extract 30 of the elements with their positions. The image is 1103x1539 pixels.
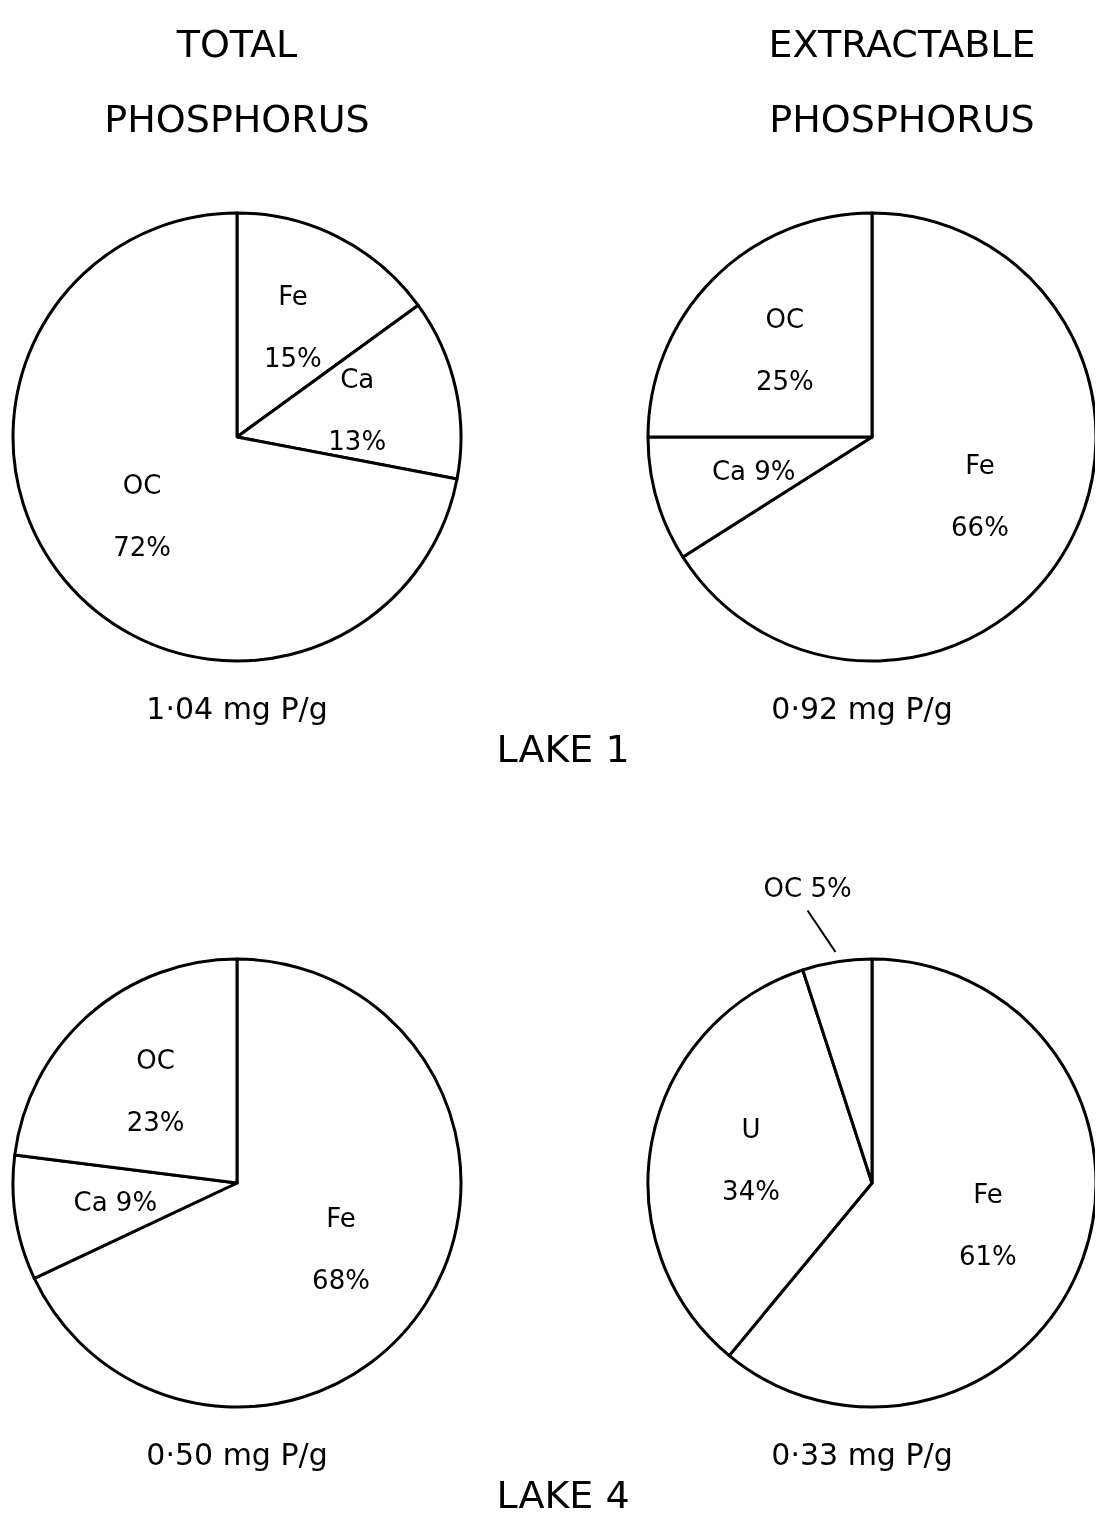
slice-label: Ca [340,364,375,395]
text: 0·92 mg P/g [771,691,953,726]
text: LAKE 4 [496,1473,630,1517]
chart-title: TOTAL PHOSPHORUS [104,22,370,141]
text: LAKE 1 [496,727,630,771]
data-label: 13% [328,426,387,457]
data-label: 15% [264,343,322,374]
slice-label: Fe [973,1178,1003,1209]
slice-label: OC [136,1044,175,1075]
text: 1·04 mg P/g [146,691,328,726]
slice-label: Fe [326,1203,356,1234]
data-label: 61% [959,1240,1017,1271]
slice-label: OC 5% [763,872,852,903]
data-label: 34% [722,1175,780,1206]
chart-title: EXTRACTABLE PHOSPHORUS [768,22,1036,141]
text: 0·33 mg P/g [771,1437,953,1472]
text: 0·50 mg P/g [146,1437,328,1472]
slice-label: Fe [278,281,308,312]
data-label: 72% [113,531,171,562]
slice-label: Ca 9% [73,1187,158,1218]
slice-label: OC [765,303,805,334]
pie-slice [11,211,459,663]
slice-label: Ca 9% [711,456,796,487]
data-label: 66% [951,512,1009,543]
data-label: 68% [312,1265,370,1296]
slice-label: Fe [965,450,995,481]
data-label: 23% [126,1106,185,1137]
slice-label: OC [122,469,162,500]
slice-label: U [741,1113,761,1144]
data-label: 25% [755,365,814,396]
